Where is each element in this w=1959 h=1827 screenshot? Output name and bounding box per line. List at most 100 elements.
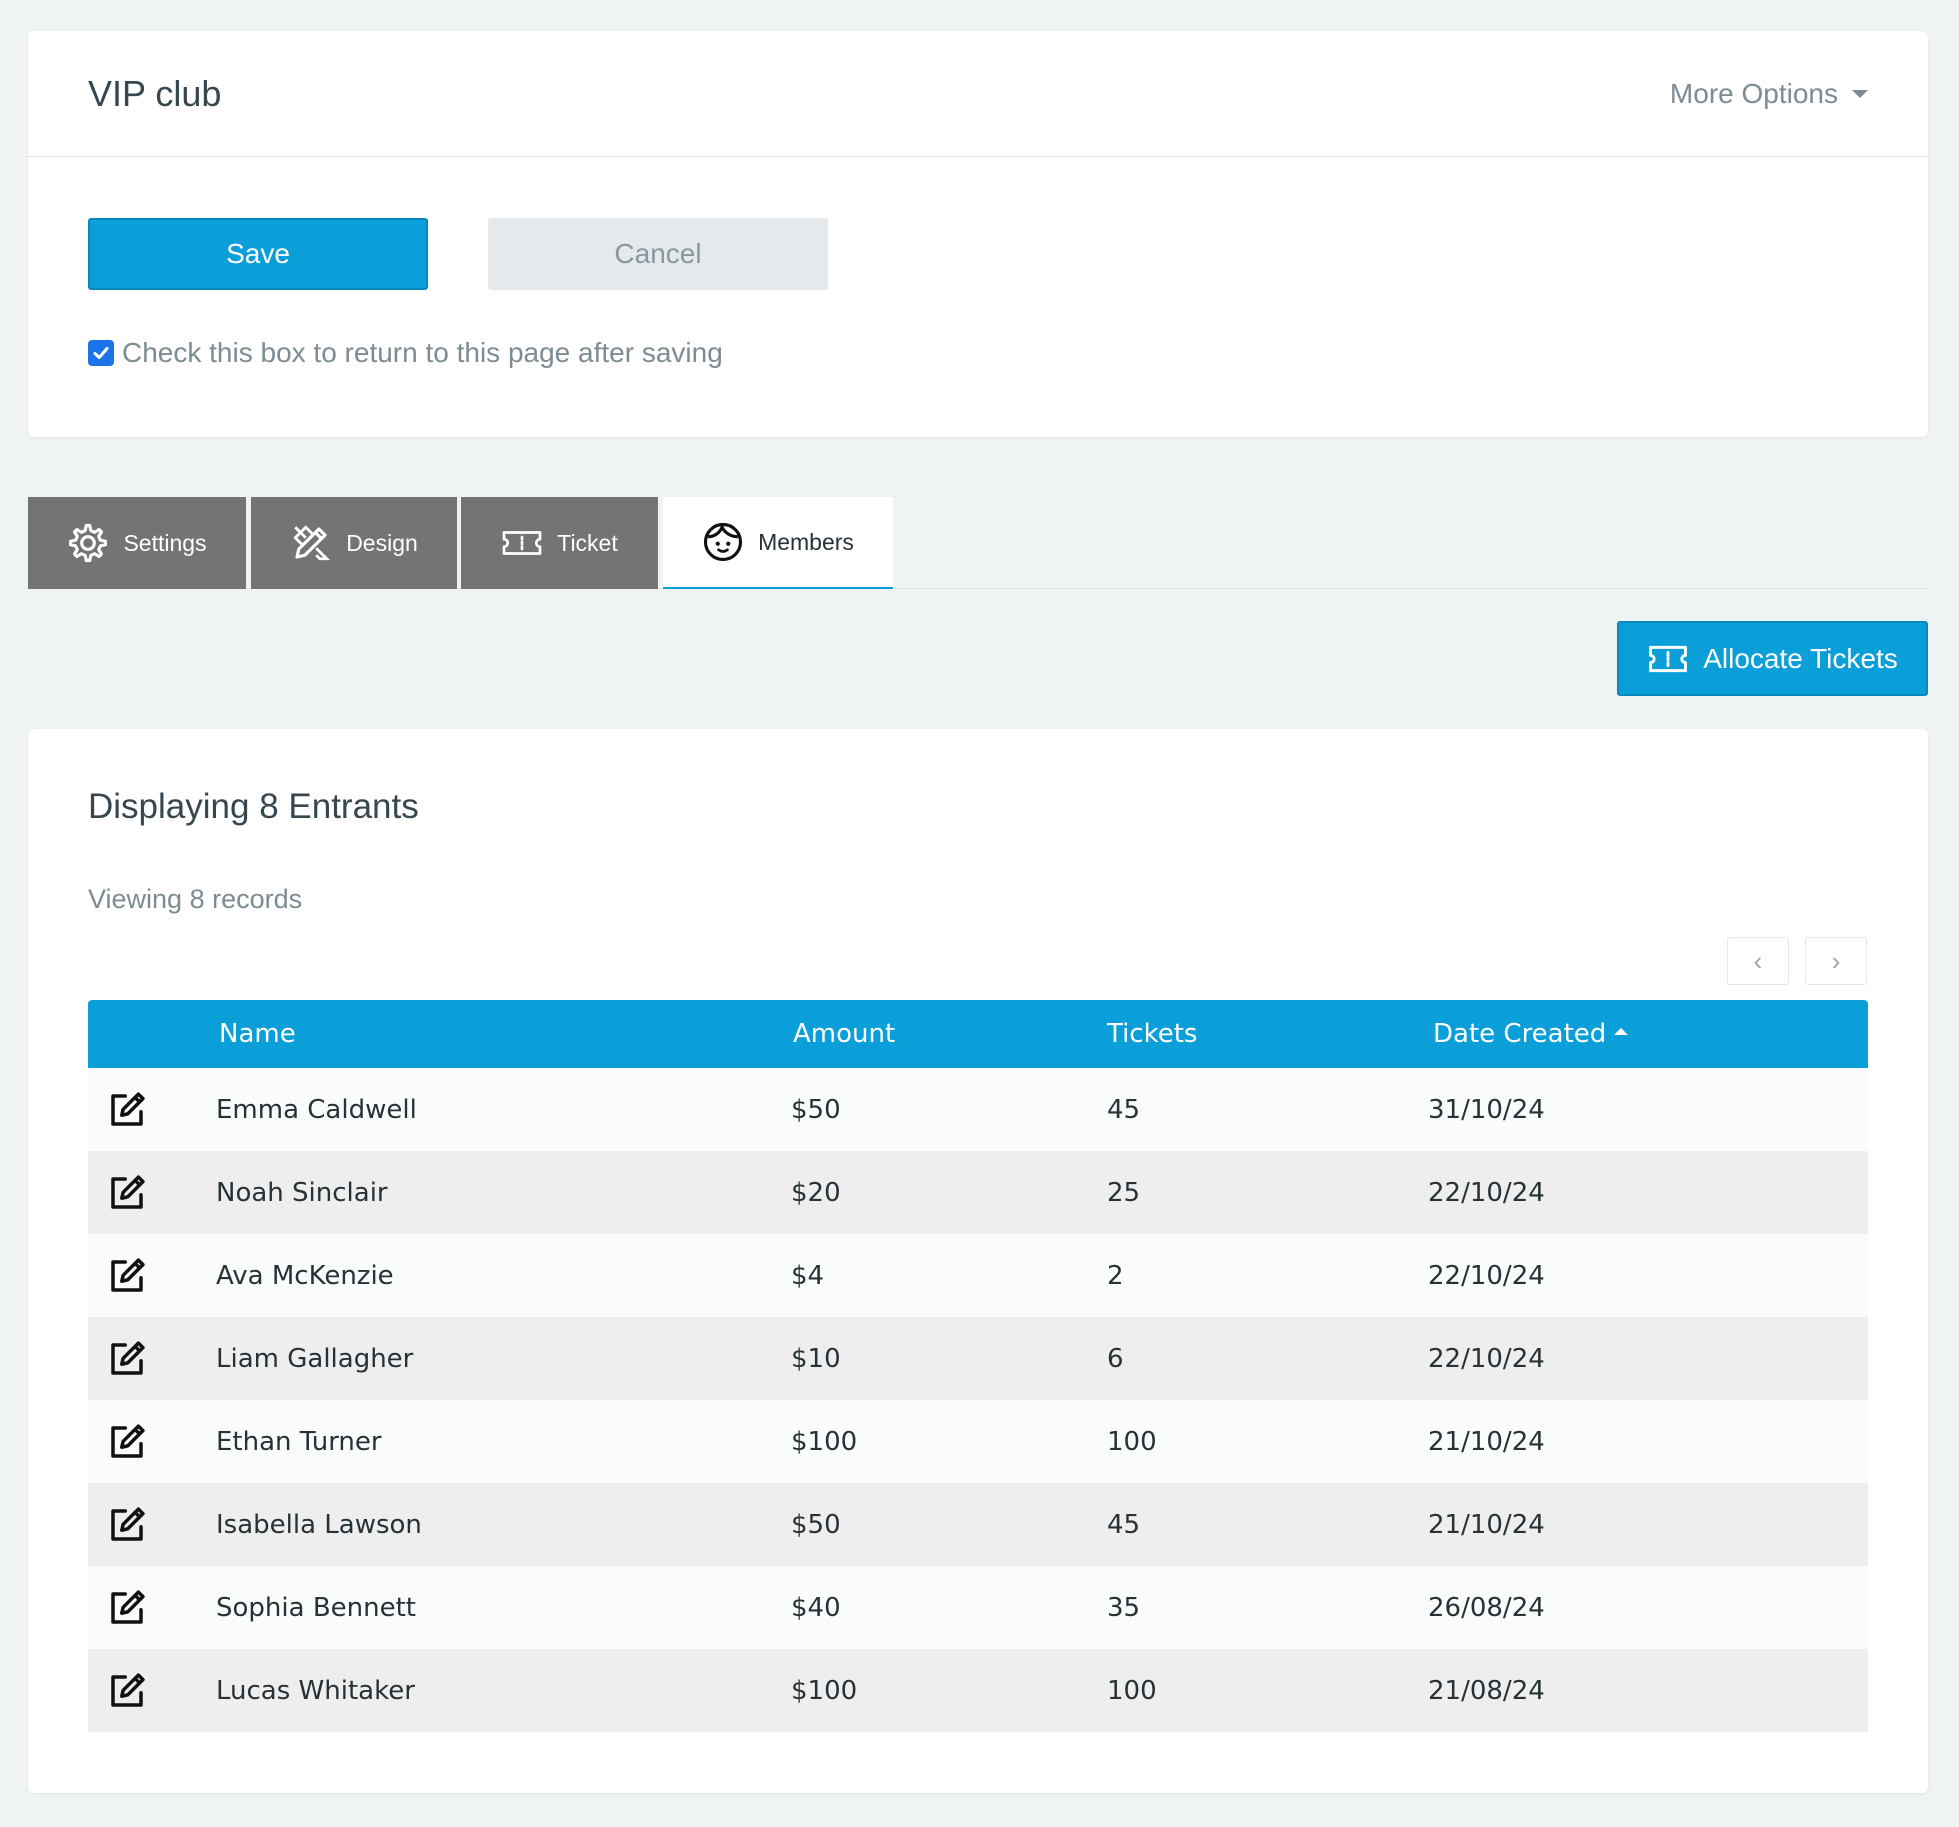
edit-button[interactable] (88, 1504, 216, 1546)
table-row: Ethan Turner $100 100 21/10/24 (88, 1400, 1868, 1483)
edit-icon (111, 1672, 145, 1707)
cell-date-created: 31/10/24 (1428, 1094, 1545, 1125)
allocate-tickets-button[interactable]: Allocate Tickets (1617, 621, 1928, 696)
cell-tickets: 6 (1107, 1343, 1124, 1374)
cell-date-created: 22/10/24 (1428, 1343, 1545, 1374)
ticket-icon (502, 531, 542, 555)
table-row: Lucas Whitaker $100 100 21/08/24 (88, 1649, 1868, 1732)
edit-button[interactable] (88, 1089, 216, 1131)
cell-name: Ava McKenzie (216, 1260, 394, 1291)
table-row: Ava McKenzie $4 2 22/10/24 (88, 1234, 1868, 1317)
cell-tickets: 25 (1107, 1177, 1141, 1208)
cell-tickets: 100 (1107, 1675, 1157, 1706)
pagination-prev-button[interactable]: ‹ (1727, 937, 1789, 985)
cell-amount: $40 (791, 1592, 841, 1623)
editor-card: VIP club More Options Save Cancel Check … (28, 31, 1928, 437)
table-row: Sophia Bennett $40 35 26/08/24 (88, 1566, 1868, 1649)
column-header-tickets[interactable]: Tickets (1107, 1019, 1198, 1049)
cell-date-created: 22/10/24 (1428, 1260, 1545, 1291)
tab-members[interactable]: Members (663, 497, 893, 589)
table-row: Liam Gallagher $10 6 22/10/24 (88, 1317, 1868, 1400)
edit-button[interactable] (88, 1421, 216, 1463)
cell-tickets: 35 (1107, 1592, 1141, 1623)
tab-label: Ticket (557, 529, 618, 556)
edit-icon (111, 1340, 145, 1375)
edit-icon (111, 1091, 145, 1126)
cell-amount: $20 (791, 1177, 841, 1208)
cell-amount: $10 (791, 1343, 841, 1374)
allocate-tickets-label: Allocate Tickets (1703, 642, 1898, 674)
tab-label: Members (758, 528, 854, 555)
tab-label: Design (346, 529, 418, 556)
edit-button[interactable] (88, 1255, 216, 1297)
return-checkbox[interactable] (88, 340, 114, 366)
cell-amount: $50 (791, 1509, 841, 1540)
table-header: Name Amount Tickets Date Created (88, 1000, 1868, 1068)
cell-name: Ethan Turner (216, 1426, 382, 1457)
cell-date-created: 26/08/24 (1428, 1592, 1545, 1623)
caret-down-icon (1852, 89, 1868, 98)
tab-ticket[interactable]: Ticket (461, 497, 658, 589)
face-icon (703, 522, 743, 562)
records-count: Viewing 8 records (88, 884, 303, 914)
column-header-name[interactable]: Name (219, 1019, 296, 1049)
save-button[interactable]: Save (88, 218, 428, 290)
cancel-button[interactable]: Cancel (488, 218, 828, 290)
table-row: Isabella Lawson $50 45 21/10/24 (88, 1483, 1868, 1566)
sort-ascending-icon (1614, 1027, 1629, 1035)
more-options-dropdown[interactable]: More Options (1670, 78, 1868, 110)
edit-button[interactable] (88, 1670, 216, 1712)
return-checkbox-label: Check this box to return to this page af… (122, 337, 723, 368)
pencil-ruler-icon (293, 525, 331, 561)
section-title: Displaying 8 Entrants (88, 787, 419, 826)
tab-label: Settings (123, 529, 207, 556)
tab-settings[interactable]: Settings (28, 497, 246, 589)
column-header-label: Date Created (1433, 1019, 1607, 1049)
edit-icon (111, 1589, 145, 1624)
table-row: Emma Caldwell $50 45 31/10/24 (88, 1068, 1868, 1151)
edit-icon (111, 1257, 145, 1292)
edit-button[interactable] (88, 1338, 216, 1380)
return-option: Check this box to return to this page af… (88, 337, 723, 369)
table-row: Noah Sinclair $20 25 22/10/24 (88, 1151, 1868, 1234)
ticket-icon (1649, 645, 1688, 672)
cell-date-created: 21/10/24 (1428, 1426, 1545, 1457)
cell-amount: $100 (791, 1426, 858, 1457)
chevron-left-icon: ‹ (1753, 945, 1763, 976)
cell-tickets: 2 (1107, 1260, 1124, 1291)
edit-button[interactable] (88, 1587, 216, 1629)
cell-amount: $100 (791, 1675, 858, 1706)
card-header: VIP club More Options (28, 31, 1928, 157)
cell-name: Isabella Lawson (216, 1509, 422, 1540)
cell-name: Liam Gallagher (216, 1343, 414, 1374)
cell-name: Lucas Whitaker (216, 1675, 415, 1706)
tab-bar: Settings Design Ticket Members (28, 497, 1928, 589)
edit-icon (111, 1423, 145, 1458)
cell-tickets: 45 (1107, 1509, 1141, 1540)
cell-name: Noah Sinclair (216, 1177, 388, 1208)
table-body: Emma Caldwell $50 45 31/10/24 Noah Sinclair $… (88, 1068, 1868, 1732)
members-card: Displaying 8 Entrants Viewing 8 records … (28, 729, 1928, 1793)
column-header-date-created[interactable]: Date Created (1428, 1019, 1868, 1049)
members-table: Name Amount Tickets Date Created Emma Ca… (88, 1000, 1868, 1732)
cell-name: Sophia Bennett (216, 1592, 416, 1623)
cell-name: Emma Caldwell (216, 1094, 417, 1125)
cell-amount: $4 (791, 1260, 825, 1291)
edit-icon (111, 1174, 145, 1209)
tab-design[interactable]: Design (251, 497, 457, 589)
cell-amount: $50 (791, 1094, 841, 1125)
cell-date-created: 21/08/24 (1428, 1675, 1545, 1706)
column-header-amount[interactable]: Amount (793, 1019, 896, 1049)
more-options-label: More Options (1669, 77, 1838, 109)
cell-tickets: 100 (1107, 1426, 1157, 1457)
checkmark-icon (93, 347, 109, 359)
cell-date-created: 22/10/24 (1428, 1177, 1545, 1208)
chevron-right-icon: › (1831, 945, 1841, 976)
page-title: VIP club (88, 72, 222, 114)
pagination-next-button[interactable]: › (1805, 937, 1867, 985)
cell-date-created: 21/10/24 (1428, 1509, 1545, 1540)
gear-icon (69, 523, 108, 563)
edit-button[interactable] (88, 1172, 216, 1214)
edit-icon (111, 1506, 145, 1541)
cell-tickets: 45 (1107, 1094, 1141, 1125)
